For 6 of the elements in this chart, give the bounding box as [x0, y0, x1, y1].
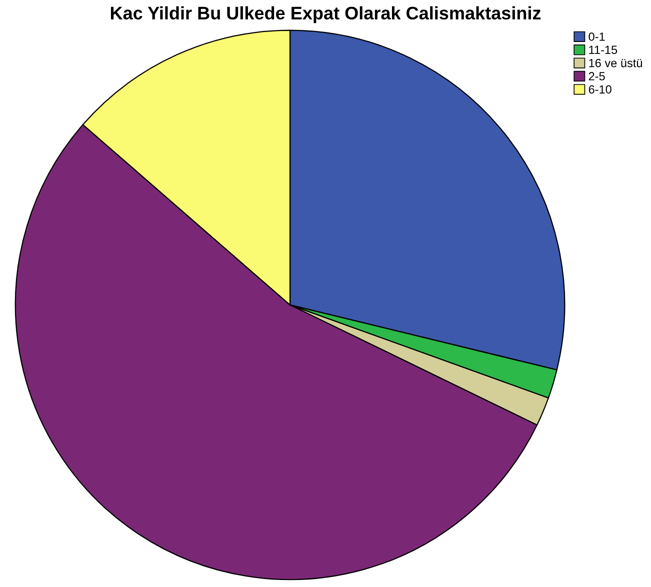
- legend-label: 11-15: [589, 46, 618, 54]
- legend-label: 2-5: [588, 72, 605, 80]
- legend-label: 0-1: [588, 32, 605, 41]
- chart-title: Kac Yildir Bu Ulkede Expat Olarak Calismaktasiniz: [110, 6, 541, 24]
- legend-label: 6-10: [588, 85, 612, 94]
- legend-label: 16 ve üstü: [589, 58, 642, 68]
